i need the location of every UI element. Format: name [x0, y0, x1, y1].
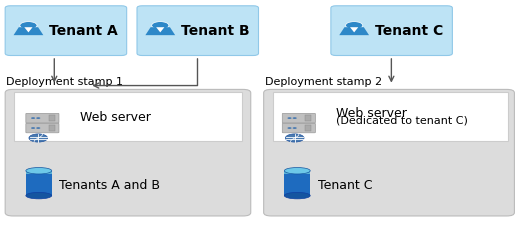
Bar [26, 171, 52, 196]
Bar [26, 171, 52, 174]
Bar [284, 171, 310, 196]
Text: Tenants A and B: Tenants A and B [59, 178, 160, 191]
Bar [284, 171, 310, 174]
Polygon shape [13, 28, 43, 36]
Circle shape [36, 128, 40, 129]
Text: (Dedicated to tenant C): (Dedicated to tenant C) [336, 115, 468, 125]
Circle shape [285, 134, 304, 142]
Text: Tenant C: Tenant C [318, 178, 372, 191]
Circle shape [31, 128, 35, 129]
Circle shape [20, 22, 37, 30]
Ellipse shape [284, 193, 310, 199]
Ellipse shape [26, 168, 52, 174]
Ellipse shape [26, 193, 52, 199]
Polygon shape [156, 28, 164, 33]
Polygon shape [24, 28, 33, 33]
Circle shape [287, 128, 292, 129]
Bar [14, 92, 242, 142]
Polygon shape [350, 28, 358, 33]
FancyBboxPatch shape [282, 114, 315, 123]
FancyBboxPatch shape [264, 90, 514, 216]
Text: Tenant B: Tenant B [181, 23, 250, 37]
FancyBboxPatch shape [5, 7, 127, 56]
FancyBboxPatch shape [5, 90, 251, 216]
Circle shape [31, 118, 35, 119]
Circle shape [293, 118, 297, 119]
Bar [49, 116, 55, 121]
Ellipse shape [284, 168, 310, 174]
FancyBboxPatch shape [282, 124, 315, 133]
Bar [273, 92, 508, 142]
FancyBboxPatch shape [331, 7, 452, 56]
Circle shape [151, 22, 169, 30]
Polygon shape [145, 28, 175, 36]
Text: Tenant A: Tenant A [49, 23, 118, 37]
FancyBboxPatch shape [26, 114, 59, 123]
Circle shape [287, 118, 292, 119]
Circle shape [345, 22, 363, 30]
Text: Tenant C: Tenant C [375, 23, 443, 37]
Text: Web server: Web server [336, 107, 407, 120]
Bar [305, 116, 311, 121]
FancyBboxPatch shape [137, 7, 258, 56]
Text: Deployment stamp 1: Deployment stamp 1 [6, 77, 123, 87]
Bar [305, 126, 311, 131]
FancyBboxPatch shape [26, 124, 59, 133]
Text: Web server: Web server [80, 110, 151, 123]
Polygon shape [339, 28, 369, 36]
Bar [49, 126, 55, 131]
Circle shape [293, 128, 297, 129]
Circle shape [36, 118, 40, 119]
Text: Deployment stamp 2: Deployment stamp 2 [265, 77, 382, 87]
Circle shape [29, 134, 48, 142]
